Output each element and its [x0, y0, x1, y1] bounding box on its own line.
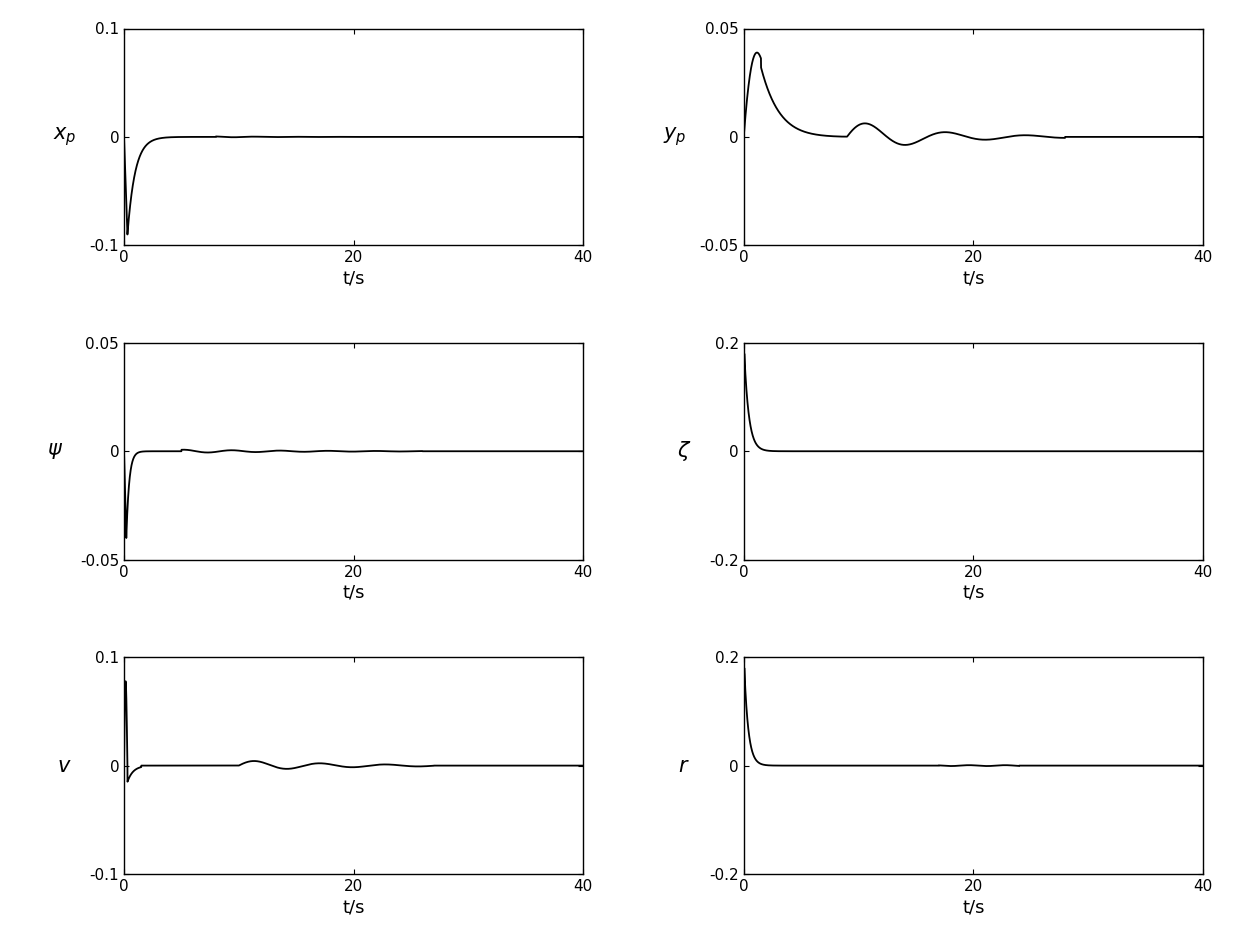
X-axis label: t/s: t/s — [342, 269, 365, 287]
X-axis label: t/s: t/s — [962, 898, 985, 916]
X-axis label: t/s: t/s — [962, 269, 985, 287]
Y-axis label: $y_p$: $y_p$ — [663, 125, 687, 148]
Y-axis label: $x_p$: $x_p$ — [53, 125, 77, 148]
Y-axis label: $\psi$: $\psi$ — [47, 441, 63, 462]
Y-axis label: $r$: $r$ — [678, 755, 691, 775]
Y-axis label: $v$: $v$ — [57, 755, 72, 775]
Y-axis label: $\zeta$: $\zeta$ — [677, 439, 692, 464]
X-axis label: t/s: t/s — [342, 898, 365, 916]
X-axis label: t/s: t/s — [342, 583, 365, 601]
X-axis label: t/s: t/s — [962, 583, 985, 601]
